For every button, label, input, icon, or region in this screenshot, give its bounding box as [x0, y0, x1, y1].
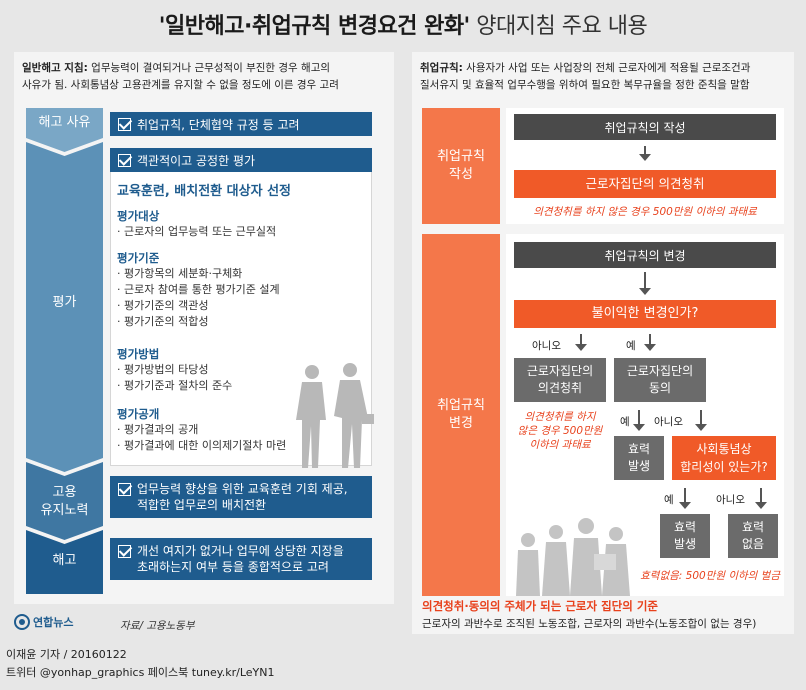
social-links: 트위터 @yonhap_graphics 페이스북 tuney.kr/LeYN1 [6, 666, 275, 679]
arrow-down-icon [633, 424, 645, 431]
check-icon [118, 117, 131, 131]
arrow-down-icon [575, 344, 587, 351]
label-yes: 예 [664, 494, 674, 506]
arrow-stem [760, 488, 762, 502]
side-label-change: 취업규칙 변경 [422, 234, 500, 596]
change-penalty-note: 의견청취를 하지 않은 경우 500만원 이하의 과태료 [517, 411, 603, 451]
label-no: 아니오 [716, 494, 745, 506]
criteria-bar-comprehensive: 개선 여지가 없거나 업무에 상당한 지장을 초래하는지 여부 등을 종합적으로 … [110, 538, 372, 580]
arrow-down-icon [695, 424, 707, 431]
arrow-stem [580, 334, 582, 344]
label-no: 아니오 [654, 416, 683, 428]
box-effect-final: 효력 발생 [660, 514, 710, 558]
arrow-stem [644, 272, 646, 288]
stage-dismissal: 해고 [52, 553, 77, 568]
question-disadvantageous: 불이익한 변경인가? [514, 300, 776, 328]
box-rule-change: 취업규칙의 변경 [514, 242, 776, 268]
box-rule-writing: 취업규칙의 작성 [514, 114, 776, 140]
criteria-bar-rules: 취업규칙, 단체협약 규정 등 고려 [110, 112, 372, 136]
arrow-stem [649, 334, 651, 344]
yonhap-logo-icon [14, 614, 30, 630]
left-description: 일반해고 지침: 업무능력이 결여되거나 근무성적이 부진한 경우 해고의 사유… [22, 62, 339, 91]
arrow-down-icon [679, 502, 691, 509]
stage-evaluation: 평가 [52, 295, 77, 310]
arrow-down-icon [644, 344, 656, 351]
arrow-down-icon [639, 154, 651, 161]
eval-group-target: 평가대상 · 근로자의 업무능력 또는 근무실적 [117, 209, 277, 238]
title-rest: 양대지침 주요 내용 [469, 14, 648, 39]
arrow-stem [644, 146, 646, 154]
meeting-silhouette [516, 518, 630, 596]
arrow-stem [684, 488, 686, 502]
box-consent: 근로자집단의 동의 [614, 358, 706, 402]
stage-dismissal-reason: 해고 사유 [38, 115, 91, 130]
page-title: '일반해고·취업규칙 변경요건 완화' 양대지침 주요 내용 [0, 8, 806, 40]
arrow-down-icon [755, 502, 767, 509]
box-no-effect: 효력 없음 [728, 514, 778, 558]
footnote-text: 근로자의 과반수로 조직된 노동조합, 근로자의 과반수(노동조합이 없는 경우… [422, 618, 757, 630]
title-bold: '일반해고·취업규칙 변경요건 완화' [158, 14, 471, 39]
arrow-stem [638, 410, 640, 424]
stage-employment-effort: 고용 유지노력 [40, 485, 89, 518]
right-description: 취업규칙: 사용자가 사업 또는 사업장의 전체 근로자에게 적용될 근로조건과… [420, 62, 751, 91]
question-reasonable: 사회통념상 합리성이 있는가? [672, 436, 776, 480]
check-icon [118, 483, 131, 496]
yonhap-logo: 연합뉴스 [14, 614, 73, 630]
write-penalty-note: 의견청취를 하지 않은 경우 500만원 이하의 과태료 [533, 206, 757, 218]
side-label-write: 취업규칙 작성 [422, 108, 500, 224]
criteria-bar-training: 업무능력 향상을 위한 교육훈련 기회 제공, 적합한 업무로의 배치전환 [110, 476, 372, 518]
evaluation-title: 교육훈련, 배치전환 대상자 선정 [117, 184, 291, 199]
check-icon [118, 153, 131, 167]
eval-group-method: 평가방법 · 평가방법의 타당성 · 평가기준과 절차의 준수 [117, 347, 233, 392]
box-opinion: 근로자집단의 의견청취 [514, 358, 606, 402]
source-note: 자료/ 고용노동부 [120, 620, 195, 632]
eval-group-disclosure: 평가공개 · 평가결과의 공개 · 평가결과에 대한 이의제기절차 마련 [117, 407, 287, 452]
evaluation-section [110, 148, 372, 466]
label-yes: 예 [626, 340, 636, 352]
label-no: 아니오 [532, 340, 561, 352]
box-opinion-hearing: 근로자집단의 의견청취 [514, 170, 776, 198]
eval-group-criteria: 평가기준 · 평가항목의 세분화·구체화 · 근로자 참여를 통한 평가기준 설… [117, 251, 280, 328]
businessmen-silhouette [296, 363, 374, 468]
no-effect-penalty-note: 효력없음: 500만원 이하의 벌금 [640, 570, 780, 582]
credit: 이재윤 기자 / 20160122 [6, 648, 127, 661]
criteria-bar-fair-evaluation: 객관적이고 공정한 평가 [110, 148, 372, 172]
arrow-down-icon [639, 288, 651, 295]
check-icon [118, 545, 131, 558]
box-effect: 효력 발생 [614, 436, 664, 480]
stage-arrow-column [26, 108, 103, 594]
label-yes: 예 [620, 416, 630, 428]
arrow-stem [700, 410, 702, 424]
footnote-title: 의견청취·동의의 주체가 되는 근로자 집단의 기준 [422, 599, 658, 613]
